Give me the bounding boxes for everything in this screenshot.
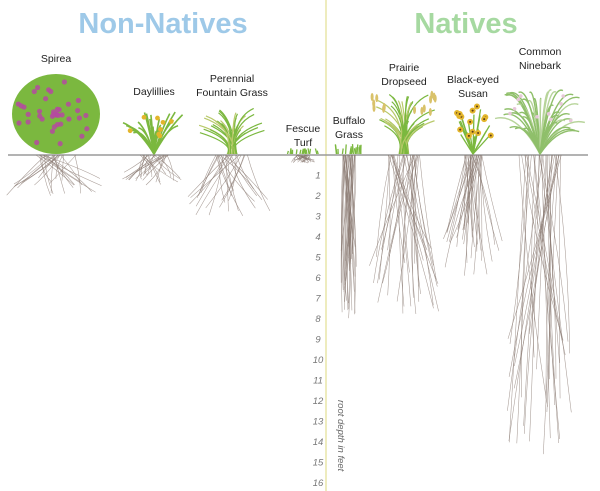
depth-tick-2: 2: [314, 191, 321, 202]
depth-tick-8: 8: [315, 314, 321, 325]
roots-daylillies: [122, 154, 182, 186]
plant-common-ninebark: [494, 89, 586, 155]
depth-tick-9: 9: [315, 335, 321, 346]
roots-fescue-turf: [291, 154, 315, 164]
label-spirea-line-1: Spirea: [41, 53, 72, 65]
roots-common-ninebark: [507, 154, 572, 455]
depth-tick-3: 3: [315, 212, 321, 223]
heading-non-natives: Non-Natives: [78, 8, 247, 40]
label-buffalo-grass-line-1: Buffalo: [333, 115, 366, 127]
label-perennial-fountain-grass-line-1: Perennial: [210, 73, 254, 85]
roots-perennial-fountain-grass: [187, 154, 271, 217]
label-prairie-dropseed-line-2: Dropseed: [381, 76, 427, 88]
label-common-ninebark-line-1: Common: [519, 46, 562, 58]
label-black-eyed-susan-line-2: Susan: [458, 88, 488, 100]
depth-tick-14: 14: [313, 437, 324, 448]
depth-tick-12: 12: [313, 396, 324, 407]
roots-spirea: [6, 154, 102, 196]
label-prairie-dropseed-line-1: Prairie: [389, 62, 420, 74]
depth-tick-16: 16: [313, 478, 324, 489]
label-buffalo-grass-line-2: Grass: [335, 129, 363, 141]
foliage-layer: [12, 74, 586, 155]
label-daylillies-line-1: Daylillies: [133, 86, 174, 98]
label-common-ninebark-line-2: Ninebark: [519, 60, 562, 72]
depth-tick-10: 10: [313, 355, 324, 366]
plant-labels: Spirea Daylillies Perennial Fountain Grass F…: [41, 46, 562, 149]
plant-spirea: [12, 74, 100, 154]
label-black-eyed-susan-line-1: Black-eyed: [447, 74, 499, 86]
label-perennial-fountain-grass-line-2: Fountain Grass: [196, 87, 268, 99]
roots-buffalo-grass: [340, 154, 357, 319]
plant-fescue-turf: [286, 148, 319, 155]
depth-tick-7: 7: [315, 294, 321, 305]
label-fescue-turf-line-1: Fescue: [286, 123, 321, 135]
heading-natives: Natives: [414, 8, 517, 40]
roots-layer: [6, 154, 572, 455]
axis-title: root depth in feet: [335, 400, 346, 472]
depth-tick-1: 1: [315, 171, 320, 182]
depth-tick-15: 15: [313, 458, 324, 469]
plant-daylillies: [122, 111, 184, 155]
plant-prairie-dropseed: [370, 90, 437, 155]
depth-tick-6: 6: [315, 273, 321, 284]
label-fescue-turf-line-2: Turf: [294, 137, 312, 149]
plant-buffalo-grass: [334, 144, 362, 155]
roots-prairie-dropseed: [369, 154, 439, 315]
plant-black-eyed-susan: [454, 103, 494, 155]
depth-tick-13: 13: [313, 417, 324, 428]
roots-black-eyed-susan: [443, 154, 503, 276]
depth-tick-5: 5: [315, 253, 321, 264]
plant-perennial-fountain-grass: [198, 107, 265, 155]
depth-tick-4: 4: [315, 232, 320, 243]
depth-tick-11: 11: [313, 376, 323, 387]
